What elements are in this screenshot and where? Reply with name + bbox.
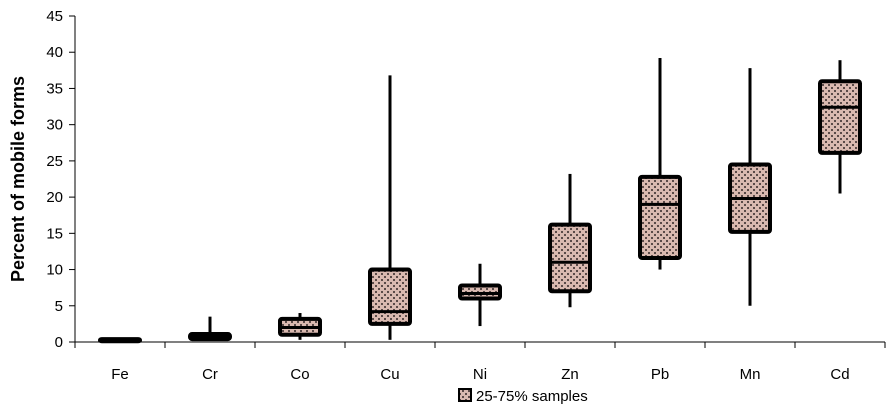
- box-co: [278, 313, 322, 340]
- x-tick-label: Zn: [561, 366, 579, 383]
- y-tick-label: 40: [46, 44, 63, 61]
- iqr-box: [368, 267, 412, 326]
- box-pb: [638, 58, 682, 270]
- iqr-box: [548, 222, 592, 294]
- box-fe: [98, 337, 142, 344]
- y-tick-label: 45: [46, 8, 63, 25]
- box-mn: [728, 68, 772, 306]
- legend-swatch: [458, 388, 472, 402]
- box-series: [98, 58, 862, 344]
- box-cd: [818, 60, 862, 194]
- y-tick-label: 0: [55, 334, 63, 351]
- y-tick-label: 10: [46, 262, 63, 279]
- legend-label: 25-75% samples: [476, 388, 588, 405]
- box-cr: [188, 316, 232, 342]
- x-axis: Fe Cr Co Cu Ni Zn Pb Mn Cd: [74, 341, 886, 383]
- y-tick-label: 35: [46, 80, 63, 97]
- y-tick-label: 30: [46, 117, 63, 134]
- x-tick-label: Ni: [473, 366, 487, 383]
- x-tick-label: Cr: [202, 366, 218, 383]
- x-tick-label: Cd: [830, 366, 849, 383]
- x-tick-label: Co: [290, 366, 309, 383]
- box-ni: [458, 263, 502, 327]
- y-axis-title: Percent of mobile forms: [8, 76, 28, 282]
- x-tick-label: Fe: [111, 366, 129, 383]
- iqr-box: [638, 174, 682, 260]
- x-tick-label: Pb: [651, 366, 669, 383]
- legend: 25-75% samples: [458, 388, 588, 405]
- x-tick-label: Cu: [380, 366, 399, 383]
- y-tick-label: 15: [46, 225, 63, 242]
- box-cu: [368, 75, 412, 340]
- y-tick-label: 25: [46, 153, 63, 170]
- box-zn: [548, 173, 592, 308]
- x-tick-label: Mn: [740, 366, 761, 383]
- y-tick-label: 5: [55, 298, 63, 315]
- y-axis: 0 5 10 15 20 25 30 35 40 45: [46, 8, 76, 351]
- iqr-box: [818, 79, 862, 155]
- y-tick-label: 20: [46, 189, 63, 206]
